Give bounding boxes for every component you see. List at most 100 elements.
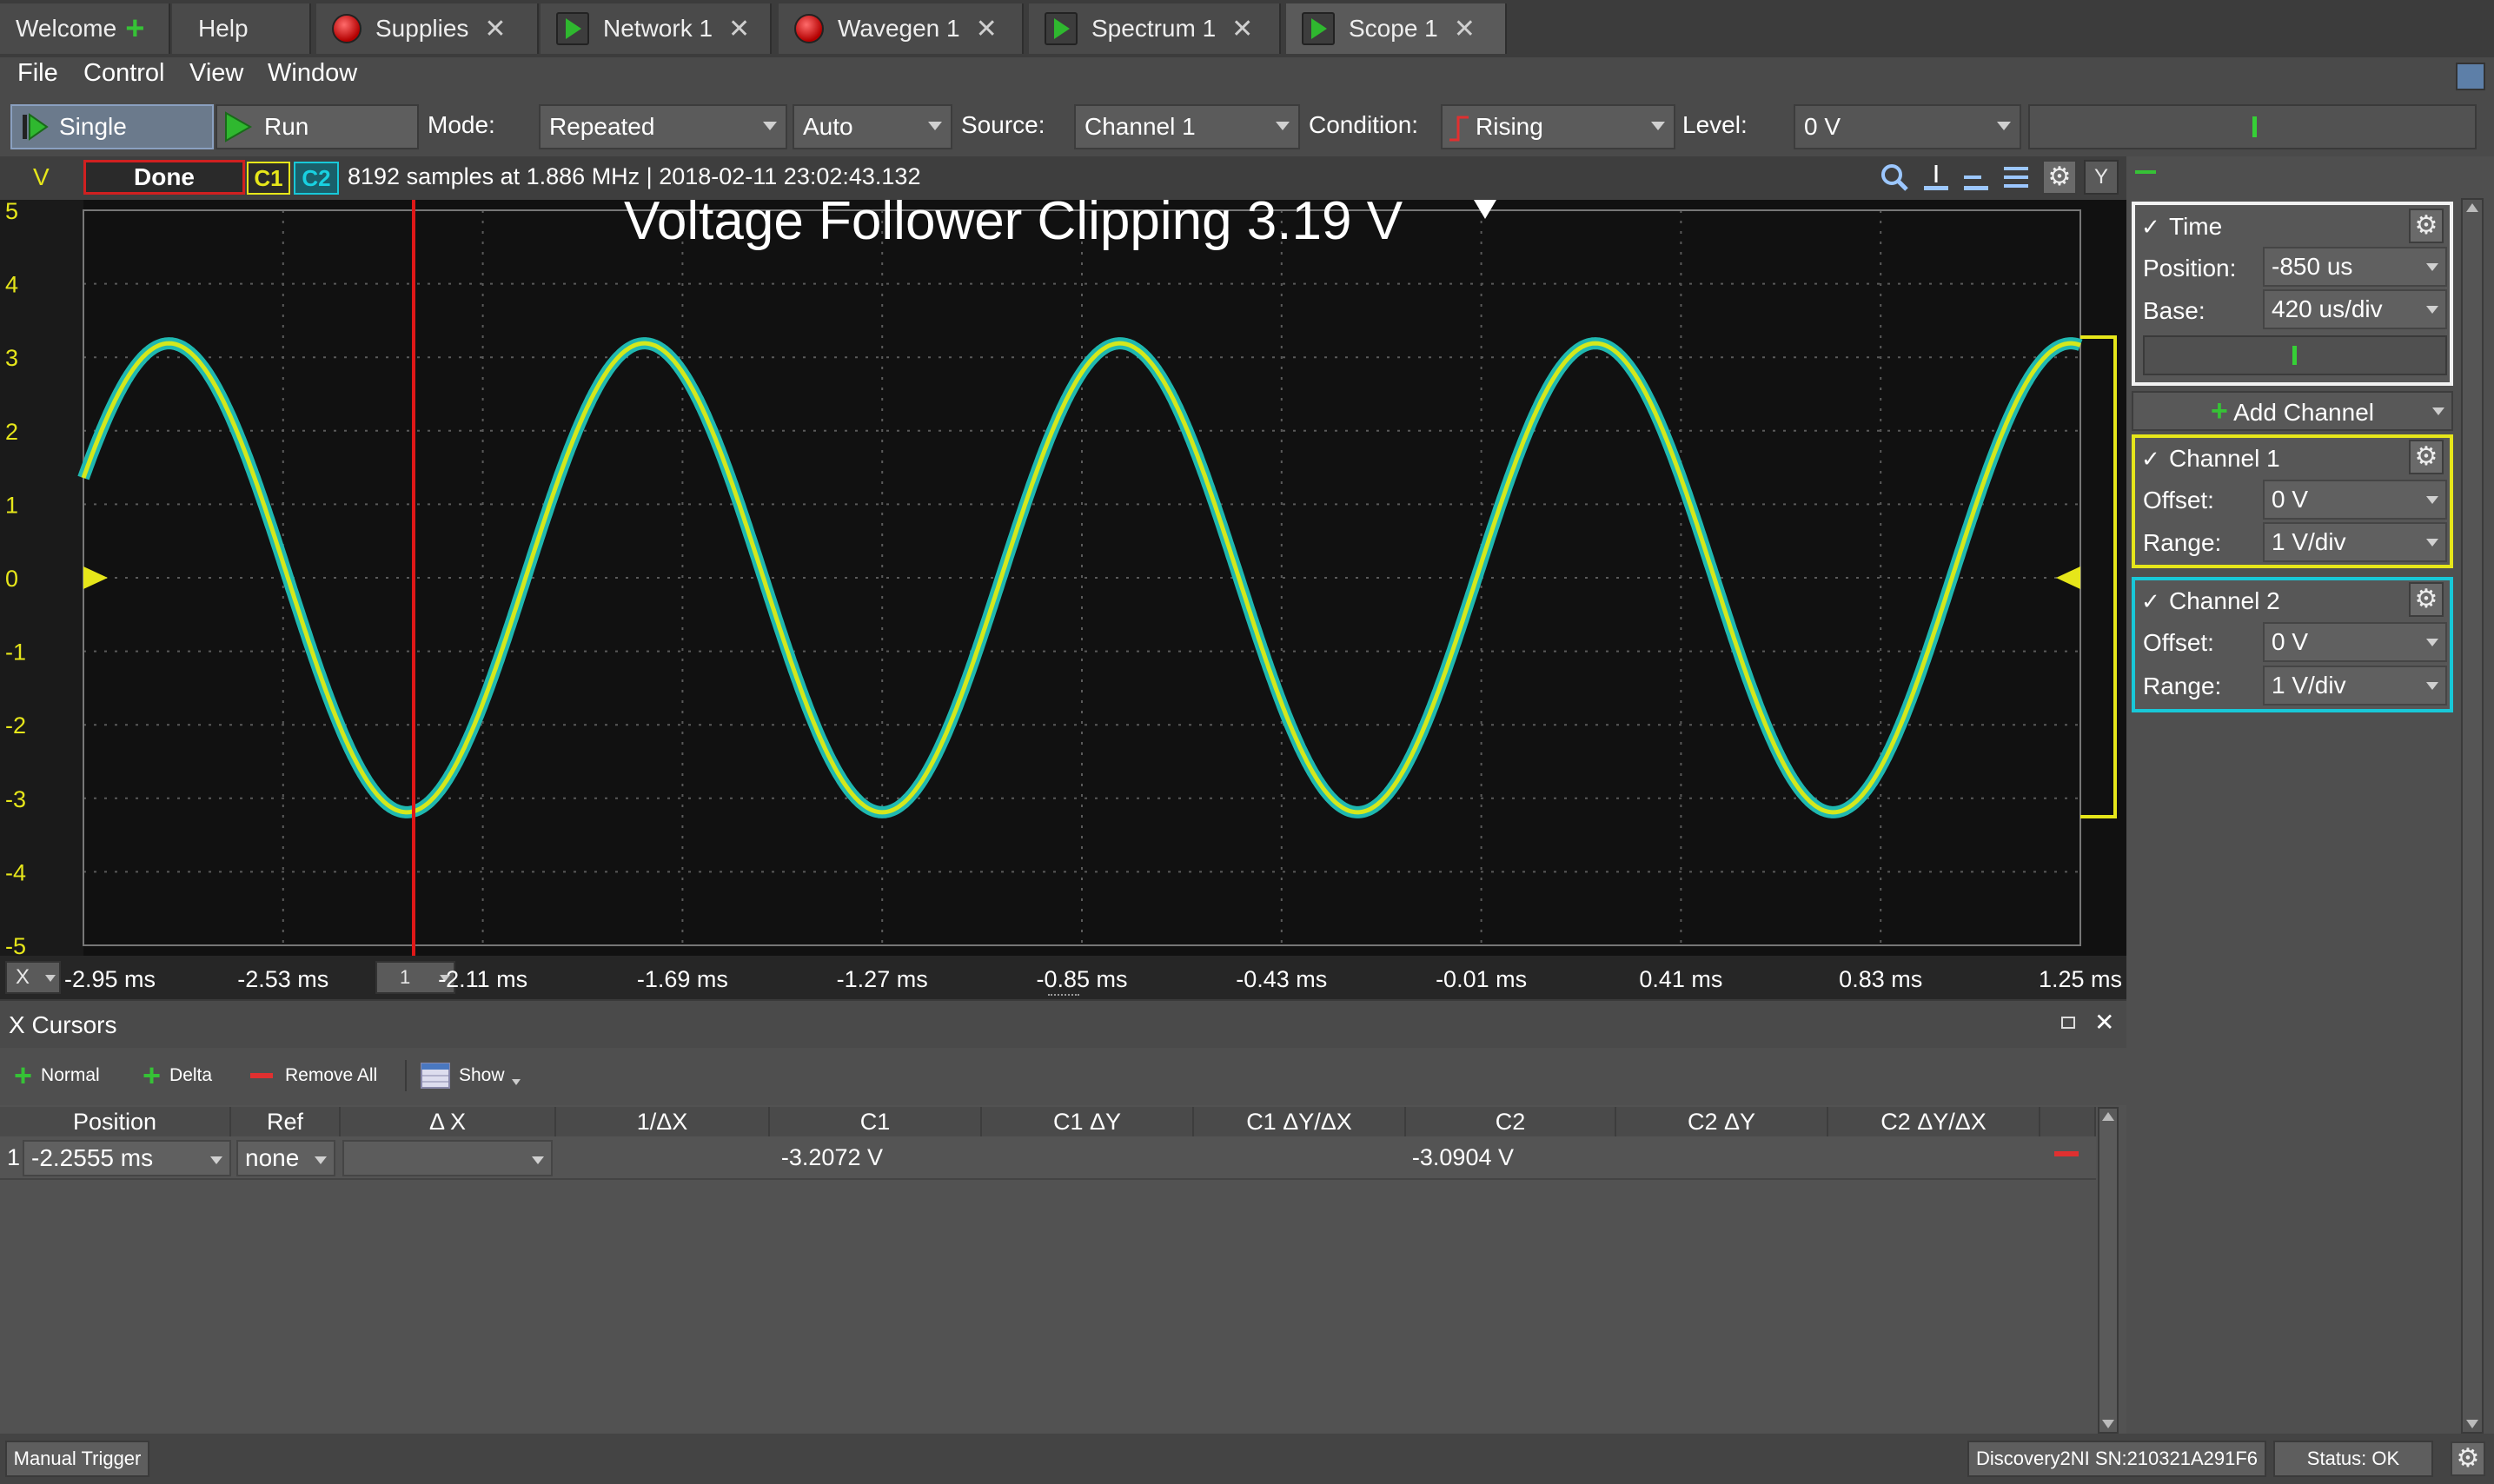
channel1-range-input[interactable]: 1 V/div: [2263, 522, 2447, 562]
time-position-input[interactable]: -850 us: [2263, 247, 2447, 287]
x-cursor-stepper[interactable]: 1: [375, 961, 455, 994]
close-icon[interactable]: ✕: [975, 14, 998, 43]
tab-scope[interactable]: Scope 1 ✕: [1286, 3, 1507, 54]
remove-cursor-icon[interactable]: [2054, 1151, 2079, 1156]
column-position[interactable]: Position: [0, 1107, 231, 1136]
y-tick-label: 3: [5, 345, 18, 371]
zoom-icon[interactable]: [1879, 162, 1910, 193]
tab-spectrum[interactable]: Spectrum 1 ✕: [1029, 3, 1281, 54]
remove-all-cursors-button[interactable]: Remove All: [250, 1057, 377, 1095]
tab-network[interactable]: Network 1 ✕: [541, 3, 772, 54]
align-bottom-icon[interactable]: [1920, 162, 1952, 193]
y-tick-label: 1: [5, 492, 18, 518]
device-info-button[interactable]: Discovery2NI SN:210321A291F6: [1967, 1441, 2266, 1477]
gear-icon[interactable]: ⚙: [2451, 1441, 2485, 1476]
add-delta-cursor-button[interactable]: + Delta: [143, 1057, 212, 1095]
cursor-ref-select[interactable]: none: [236, 1140, 335, 1176]
right-panel-scrollbar[interactable]: [2461, 198, 2484, 1434]
channel2-offset-input[interactable]: 0 V: [2263, 622, 2447, 662]
acquisition-info: 8192 samples at 1.886 MHz | 2018-02-11 2…: [348, 163, 921, 189]
scroll-down-icon[interactable]: [2102, 1420, 2114, 1428]
column-c2-dy[interactable]: C2 ΔY: [1616, 1107, 1828, 1136]
x-cursors-header: X Cursors ✕: [0, 999, 2126, 1050]
splitter-handle[interactable]: [1048, 994, 1079, 999]
tab-welcome[interactable]: Welcome +: [0, 3, 170, 54]
gear-icon[interactable]: ⚙: [2409, 582, 2444, 617]
gear-icon[interactable]: ⚙: [2409, 440, 2444, 474]
list-icon[interactable]: [2000, 162, 2032, 193]
align-center-icon[interactable]: [1960, 162, 1992, 193]
close-icon[interactable]: ✕: [484, 14, 507, 43]
x-axis-button[interactable]: X: [5, 961, 61, 994]
tab-supplies[interactable]: Supplies ✕: [316, 3, 539, 54]
time-position-slider[interactable]: [2143, 335, 2447, 375]
cursor-position-input[interactable]: -2.2555 ms: [23, 1140, 231, 1176]
close-icon[interactable]: ✕: [2094, 1009, 2115, 1036]
plus-icon[interactable]: +: [125, 10, 145, 47]
x-tick-label: 0.41 ms: [1639, 966, 1722, 992]
column-c2-dydx[interactable]: C2 ΔY/ΔX: [1828, 1107, 2040, 1136]
run-button[interactable]: Run: [216, 104, 419, 149]
scope-plot[interactable]: 5 4 3 2 1 0 -1 -2 -3 -4 -5 Voltage Follower Clippi…: [0, 191, 2126, 959]
scroll-up-icon[interactable]: [2466, 203, 2478, 212]
menu-file[interactable]: File: [17, 59, 58, 87]
auto-select[interactable]: Auto: [793, 104, 952, 149]
channel2-badge[interactable]: C2: [294, 162, 339, 195]
close-icon[interactable]: ✕: [728, 14, 751, 43]
tab-label: Spectrum 1: [1091, 15, 1217, 42]
time-check-icon[interactable]: ✓: [2141, 214, 2160, 240]
single-button[interactable]: Single: [10, 104, 214, 149]
menu-view[interactable]: View: [189, 59, 244, 87]
column-ref[interactable]: Ref: [231, 1107, 341, 1136]
y-tick-label: -5: [5, 933, 26, 956]
channel1-check-icon[interactable]: ✓: [2141, 446, 2160, 472]
gear-icon[interactable]: ⚙: [2042, 160, 2077, 195]
gear-icon[interactable]: ⚙: [2409, 209, 2444, 243]
source-select[interactable]: Channel 1: [1074, 104, 1300, 149]
level-input[interactable]: 0 V: [1794, 104, 2021, 149]
table-scrollbar[interactable]: [2098, 1107, 2119, 1434]
column-delta-x[interactable]: Δ X: [341, 1107, 556, 1136]
window-restore-icon[interactable]: [2456, 63, 2485, 90]
y-axis-button[interactable]: Y: [2084, 160, 2119, 195]
cursor-delta-x-input[interactable]: [342, 1140, 553, 1176]
channel1-offset-marker[interactable]: [83, 566, 108, 589]
x-axis-bar: X 1 -2.95 ms -2.53 ms -2.11 ms -1.69 ms -1.2…: [0, 956, 2126, 999]
channel1-offset-input[interactable]: 0 V: [2263, 480, 2447, 520]
time-base-input[interactable]: 420 us/div: [2263, 289, 2447, 329]
column-c2[interactable]: C2: [1406, 1107, 1616, 1136]
y-tick-label: -3: [5, 786, 26, 812]
column-inverse-delta-x[interactable]: 1/ΔX: [556, 1107, 770, 1136]
menu-control[interactable]: Control: [83, 59, 165, 87]
add-channel-button[interactable]: + Add Channel: [2132, 391, 2453, 431]
show-columns-button[interactable]: Show: [421, 1057, 521, 1095]
close-icon[interactable]: ✕: [1453, 14, 1476, 43]
collapse-indicator[interactable]: [2135, 170, 2156, 174]
menu-window[interactable]: Window: [268, 59, 358, 87]
trigger-position-marker[interactable]: [1474, 200, 1496, 219]
condition-select[interactable]: Rising: [1441, 104, 1675, 149]
column-c1-dydx[interactable]: C1 ΔY/ΔX: [1194, 1107, 1406, 1136]
mode-select[interactable]: Repeated: [539, 104, 787, 149]
manual-trigger-button[interactable]: Manual Trigger: [5, 1441, 149, 1477]
scope-plot-svg[interactable]: 5 4 3 2 1 0 -1 -2 -3 -4 -5 Voltage Follower Clippi…: [0, 191, 2126, 959]
tab-wavegen[interactable]: Wavegen 1 ✕: [779, 3, 1024, 54]
trigger-level-marker[interactable]: [2056, 566, 2080, 589]
channel2-check-icon[interactable]: ✓: [2141, 588, 2160, 614]
chevron-down-icon: [2426, 306, 2438, 314]
channel2-offset-label: Offset:: [2143, 629, 2214, 656]
undock-icon[interactable]: [2061, 1017, 2075, 1029]
add-normal-cursor-button[interactable]: + Normal: [14, 1057, 100, 1095]
chevron-down-icon: [2426, 496, 2438, 504]
channel2-range-input[interactable]: 1 V/div: [2263, 666, 2447, 706]
minus-icon: [250, 1073, 273, 1078]
tab-help[interactable]: Help: [172, 3, 311, 54]
close-icon[interactable]: ✕: [1231, 14, 1254, 43]
column-c1[interactable]: C1: [770, 1107, 982, 1136]
scroll-up-icon[interactable]: [2102, 1112, 2114, 1121]
scroll-down-icon[interactable]: [2466, 1420, 2478, 1428]
channel1-badge[interactable]: C1: [247, 162, 290, 195]
plus-icon: +: [2211, 394, 2228, 427]
status-button[interactable]: Status: OK: [2273, 1441, 2433, 1477]
column-c1-dy[interactable]: C1 ΔY: [982, 1107, 1194, 1136]
